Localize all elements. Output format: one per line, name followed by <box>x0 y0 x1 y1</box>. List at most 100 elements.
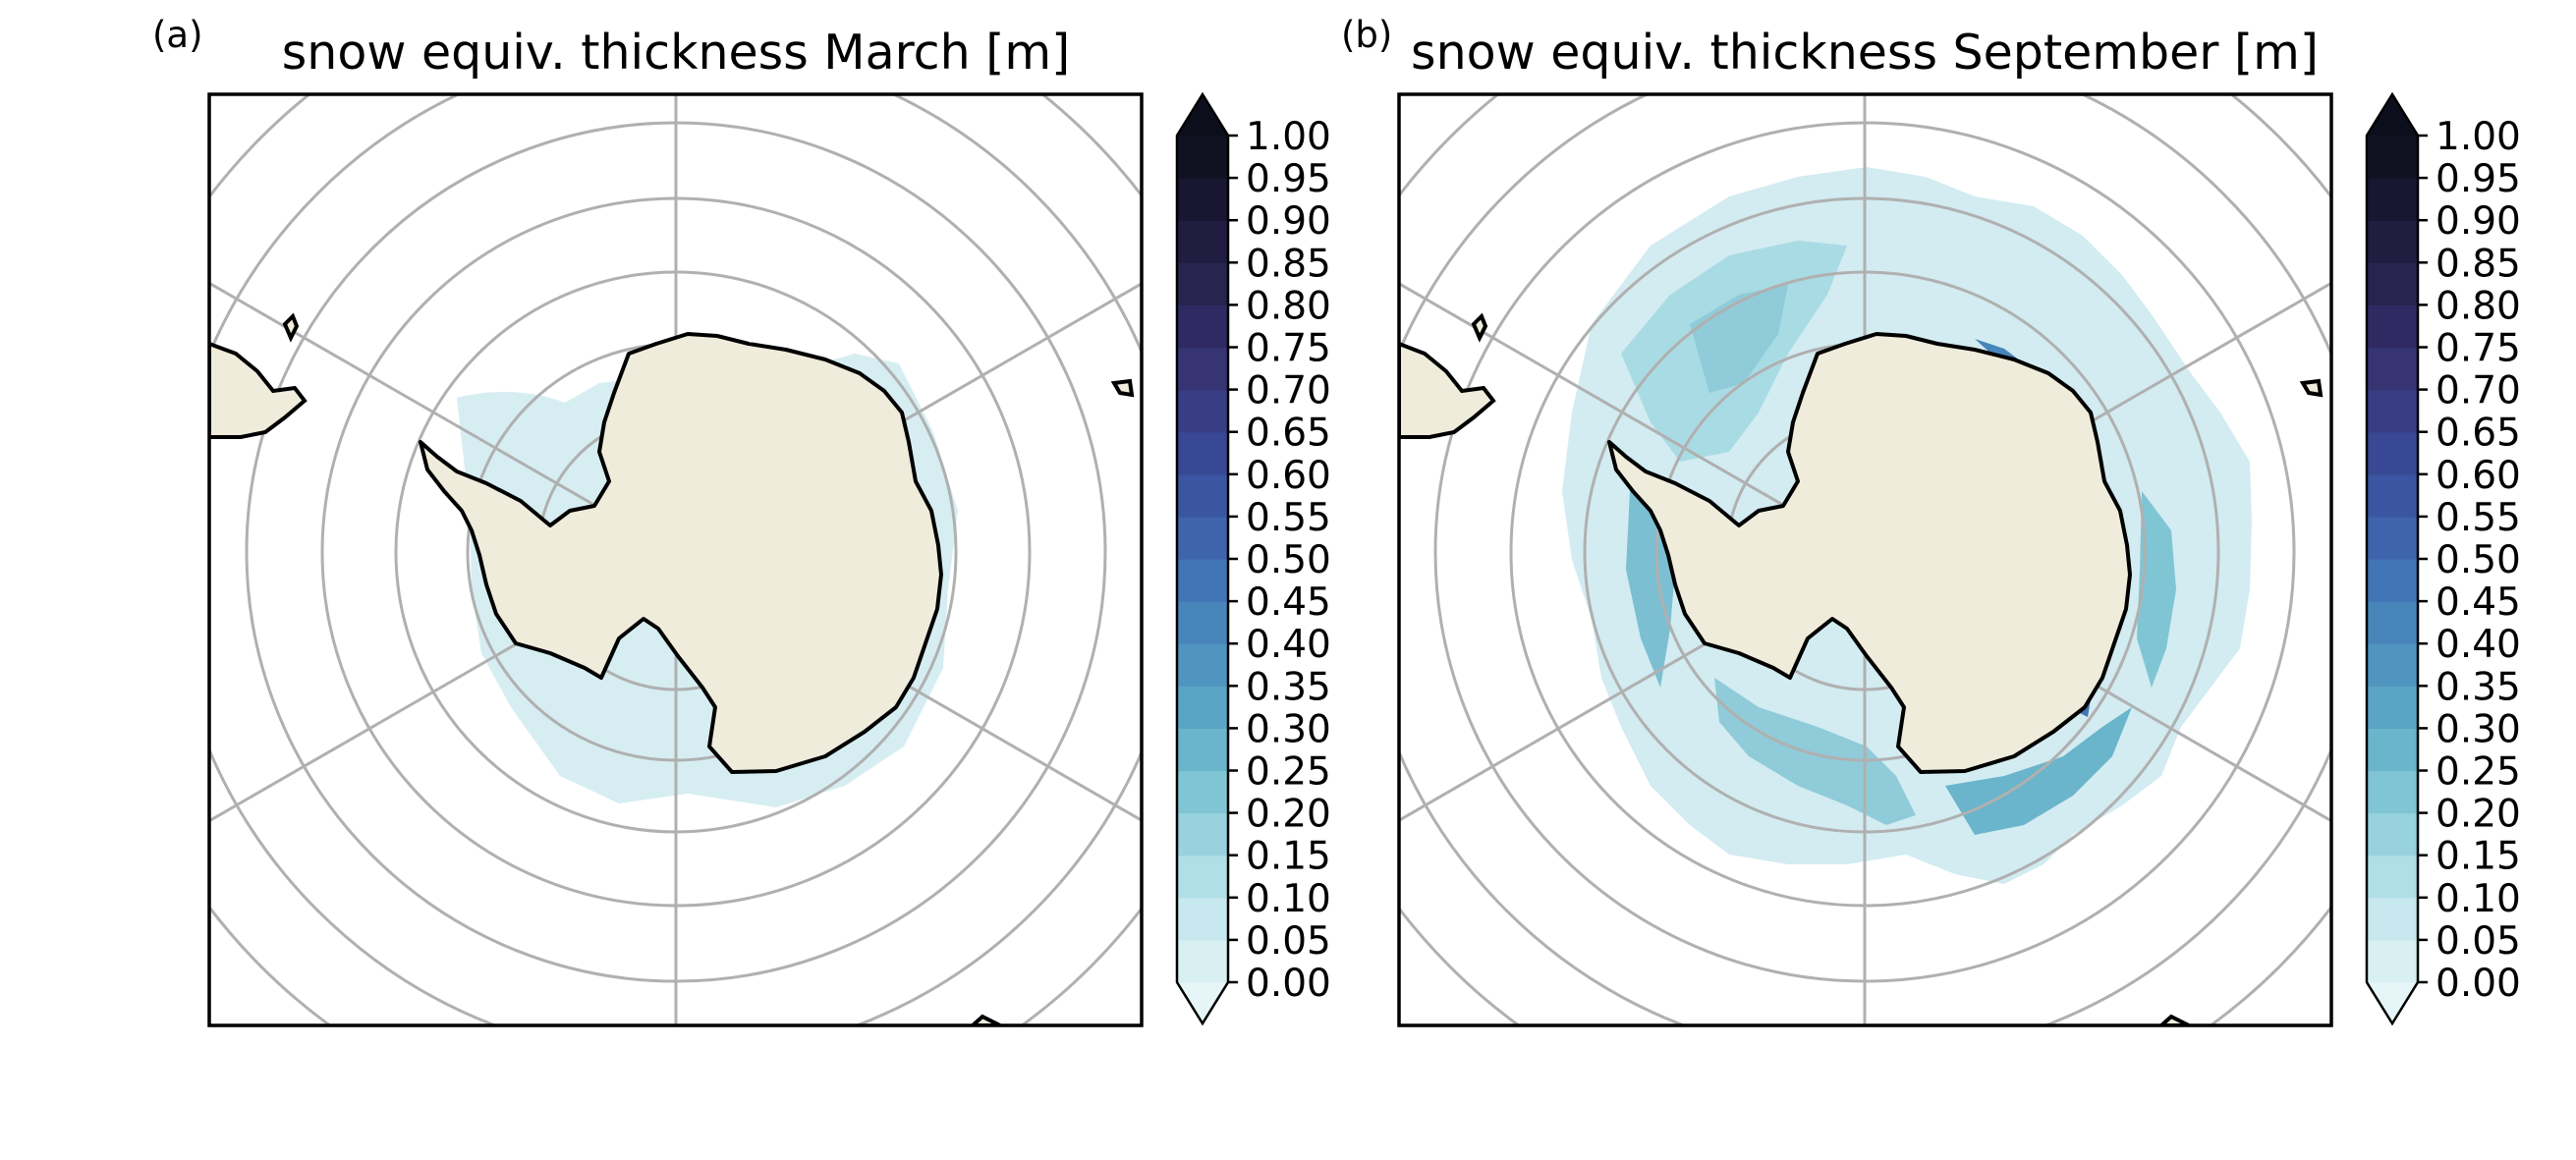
panel-a-colorbar-tick-label: 0.20 <box>1246 793 1331 837</box>
panel-b-colorbar-tick-label: 0.25 <box>2436 750 2521 795</box>
panel-a-colorbar-tick-label: 0.45 <box>1246 580 1331 625</box>
panel-b-colorbar-tick-label: 0.05 <box>2436 919 2521 964</box>
panel-a-colorbar-tick-label: 0.30 <box>1246 707 1331 751</box>
panel-b-colorbar-tick-label: 0.55 <box>2436 496 2521 540</box>
panel-a-colorbar-segment <box>1177 136 1228 179</box>
panel-a-colorbar-segment <box>1177 728 1228 772</box>
panel-b-colorbar-extend-min <box>2367 982 2418 1023</box>
panel-b-colorbar-tick-label: 0.85 <box>2436 242 2521 286</box>
panel-b-colorbar-segment <box>2367 516 2418 560</box>
panel-b-colorbar-tick-label: 0.75 <box>2436 327 2521 371</box>
panel-b-title: snow equiv. thickness September [m] <box>1411 25 2319 81</box>
panel-a-colorbar-tick-label: 0.60 <box>1246 454 1331 498</box>
panel-a-colorbar-tick-label: 0.05 <box>1246 919 1331 964</box>
panel-b-colorbar-tick-label: 0.20 <box>2436 793 2521 837</box>
panel-b-island <box>2158 1014 2190 1025</box>
panel-b-colorbar-segment <box>2367 855 2418 899</box>
panel-a-colorbar-tick-label: 0.70 <box>1246 369 1331 414</box>
panel-b-colorbar-segment <box>2367 136 2418 179</box>
panel-b: (b) snow equiv. thickness September [m] <box>1341 14 2521 1027</box>
panel-b-colorbar-segment <box>2367 559 2418 602</box>
panel-a-island <box>970 1014 1001 1025</box>
panel-b-colorbar: 1.000.950.900.850.800.750.700.650.600.55… <box>2365 91 2521 1026</box>
panel-b-colorbar-segment <box>2367 939 2418 983</box>
panel-b-colorbar-tick-label: 0.15 <box>2436 835 2521 879</box>
panel-b-island <box>2299 378 2324 398</box>
panel-a-colorbar-tick-label: 0.40 <box>1246 623 1331 667</box>
panel-a-colorbar-segment <box>1177 855 1228 899</box>
panel-a-colorbar-segment <box>1177 939 1228 983</box>
panel-b-colorbar-tick-label: 0.50 <box>2436 538 2521 582</box>
panel-a-colorbar-extend-min <box>1177 982 1228 1023</box>
panel-b-colorbar-tick-label: 0.60 <box>2436 454 2521 498</box>
panel-b-colorbar-tick-label: 0.30 <box>2436 707 2521 751</box>
panel-a-colorbar-segment <box>1177 559 1228 602</box>
panel-a-colorbar-segment <box>1177 389 1228 433</box>
panel-b-colorbar-segment <box>2367 770 2418 814</box>
panel-b-colorbar-tick-label: 0.80 <box>2436 284 2521 328</box>
panel-a-colorbar-segment <box>1177 601 1228 644</box>
panel-b-colorbar-tick-label: 0.45 <box>2436 580 2521 625</box>
panel-a-colorbar-segment <box>1177 686 1228 729</box>
panel-b-colorbar-segment <box>2367 178 2418 221</box>
panel-a-colorbar-tick-label: 0.85 <box>1246 242 1331 286</box>
panel-b-colorbar-extend-max <box>2367 94 2418 136</box>
panel-b-colorbar-segment <box>2367 347 2418 391</box>
panel-b-colorbar-tick-label: 1.00 <box>2436 115 2521 159</box>
panel-b-colorbar-tick-label: 0.10 <box>2436 877 2521 921</box>
panel-b-colorbar-segment <box>2367 389 2418 433</box>
panel-b-island <box>1471 312 1488 343</box>
panel-a-colorbar-tick-label: 0.35 <box>1246 665 1331 709</box>
panel-b-colorbar-segment <box>2367 812 2418 856</box>
panel-a-south-america <box>209 341 308 439</box>
panel-b-colorbar-segment <box>2367 728 2418 772</box>
panel-a-colorbar-segment <box>1177 812 1228 856</box>
panel-a-colorbar-tick-label: 0.10 <box>1246 877 1331 921</box>
panel-b-colorbar-tick-label: 0.35 <box>2436 665 2521 709</box>
panel-a-colorbar: 1.000.950.900.850.800.750.700.650.600.55… <box>1175 91 1331 1026</box>
panel-a-colorbar-segment <box>1177 178 1228 221</box>
panel-b-colorbar-segment <box>2367 262 2418 305</box>
panel-b-colorbar-tick-label: 0.70 <box>2436 369 2521 414</box>
panel-b-colorbar-segment <box>2367 643 2418 687</box>
panel-a-colorbar-extend-max <box>1177 94 1228 136</box>
panel-b-colorbar-segment <box>2367 220 2418 263</box>
panel-a-colorbar-tick-label: 0.55 <box>1246 496 1331 540</box>
panel-a-colorbar-segment <box>1177 643 1228 687</box>
panel-a-antarctica <box>419 332 943 774</box>
panel-a-colorbar-segment <box>1177 431 1228 475</box>
panel-a-colorbar-segment <box>1177 262 1228 305</box>
panel-a-island <box>1110 378 1135 398</box>
panel-b-tag: (b) <box>1341 14 1392 56</box>
panel-a-colorbar-tick-label: 0.95 <box>1246 157 1331 201</box>
panel-a-map <box>209 94 1142 1025</box>
panel-b-colorbar-segment <box>2367 431 2418 475</box>
panel-b-antarctica <box>1607 332 2132 774</box>
panel-a-colorbar-tick-label: 0.25 <box>1246 750 1331 795</box>
panel-a-colorbar-segment <box>1177 770 1228 814</box>
panel-a-colorbar-tick-label: 0.00 <box>1246 962 1331 1006</box>
panel-a-colorbar-tick-label: 0.50 <box>1246 538 1331 582</box>
panel-a-colorbar-tick-label: 0.80 <box>1246 284 1331 328</box>
panel-a: (a) snow equiv. thickness March [m] <box>152 14 1331 1027</box>
panel-b-colorbar-tick-label: 0.40 <box>2436 623 2521 667</box>
panel-a-island <box>282 312 300 343</box>
panel-b-frame <box>1397 92 2333 1027</box>
panel-b-colorbar-tick-label: 0.65 <box>2436 412 2521 456</box>
panel-a-colorbar-tick-label: 0.15 <box>1246 835 1331 879</box>
panel-b-colorbar-segment <box>2367 686 2418 729</box>
panel-a-colorbar-tick-label: 0.65 <box>1246 412 1331 456</box>
panel-a-colorbar-tick-label: 0.75 <box>1246 327 1331 371</box>
panel-b-colorbar-segment <box>2367 601 2418 644</box>
panel-b-south-america <box>1399 341 1496 439</box>
panel-b-map <box>1399 94 2331 1025</box>
panel-a-title: snow equiv. thickness March [m] <box>282 25 1070 81</box>
panel-b-colorbar-tick-label: 0.95 <box>2436 157 2521 201</box>
panel-a-colorbar-segment <box>1177 304 1228 349</box>
panel-a-colorbar-segment <box>1177 347 1228 391</box>
panel-a-frame <box>207 92 1144 1027</box>
panel-b-colorbar-segment <box>2367 304 2418 349</box>
panel-a-colorbar-segment <box>1177 897 1228 941</box>
panel-b-colorbar-tick-label: 0.00 <box>2436 962 2521 1006</box>
